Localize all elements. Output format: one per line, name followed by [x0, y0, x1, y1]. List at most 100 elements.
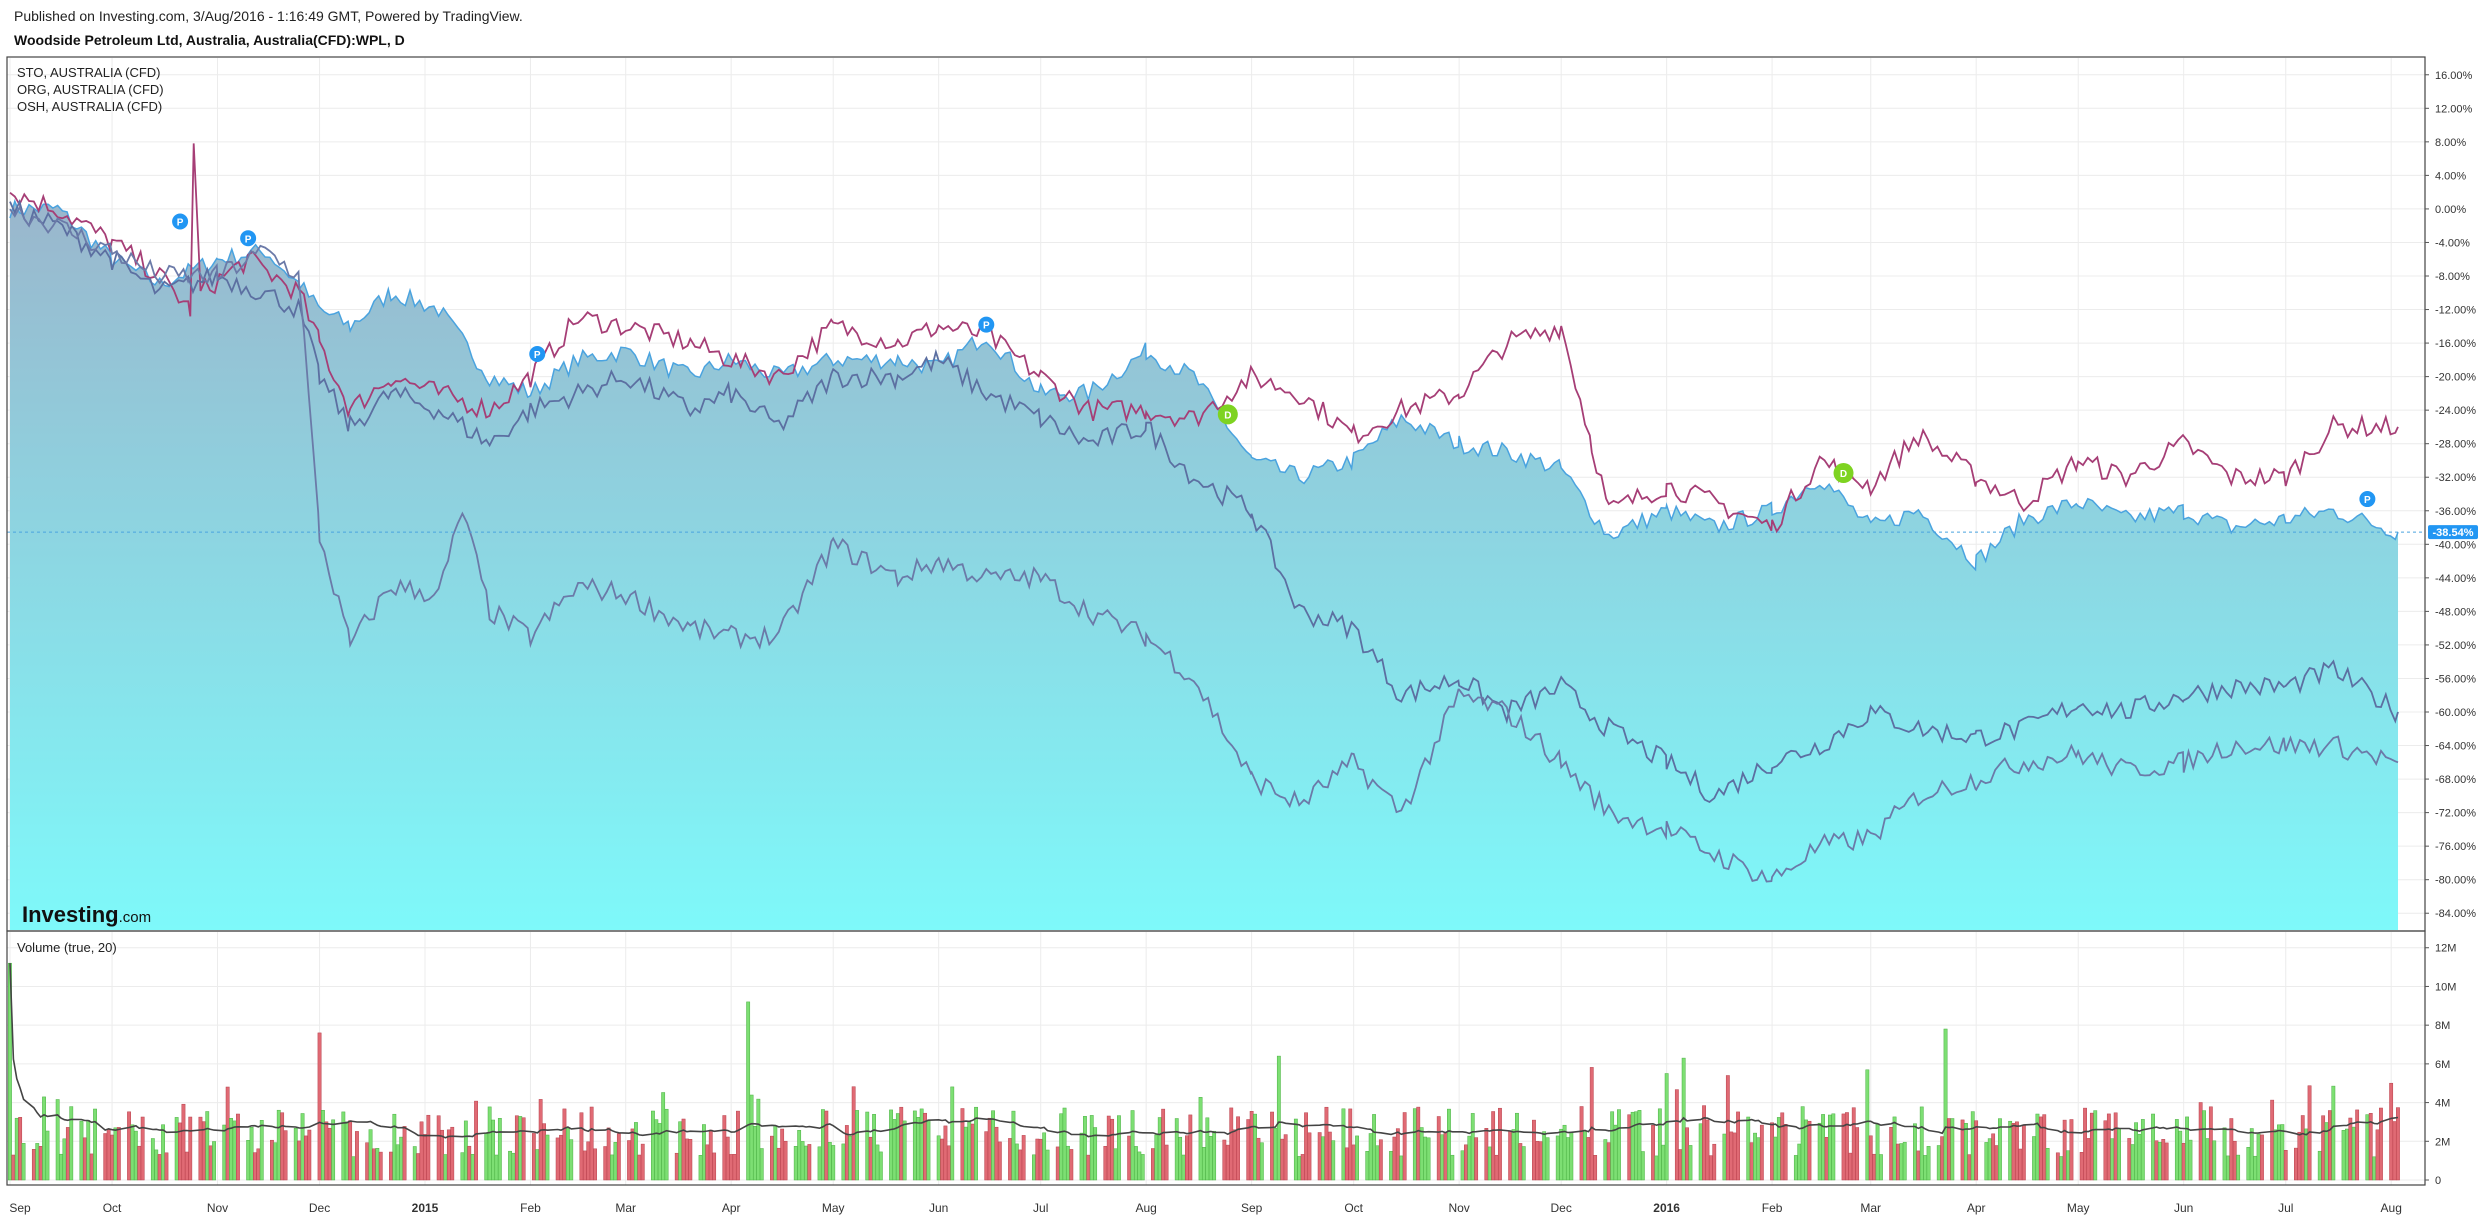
volume-bar [2260, 1135, 2263, 1180]
volume-bar [1471, 1113, 1474, 1180]
volume-bar [563, 1109, 566, 1180]
volume-bar [2209, 1107, 2212, 1180]
logo-bold: Investing [22, 902, 119, 927]
dividend-p-marker[interactable]: P [2359, 491, 2375, 507]
volume-bar [488, 1107, 491, 1180]
volume-bar [400, 1137, 403, 1180]
volume-bar [587, 1142, 590, 1180]
volume-bar [546, 1135, 549, 1180]
volume-bar [138, 1146, 141, 1180]
dividend-d-marker[interactable]: D [1834, 463, 1854, 483]
volume-bar [1583, 1132, 1586, 1180]
volume-bar [1964, 1123, 1967, 1180]
dividend-d-marker[interactable]: D [1218, 404, 1238, 424]
volume-bar [1614, 1125, 1617, 1180]
price-tick-label: -84.00% [2435, 908, 2476, 920]
volume-bar [2281, 1125, 2284, 1181]
volume-bar [1563, 1125, 1566, 1180]
volume-bar [2305, 1129, 2308, 1180]
volume-bar [842, 1144, 845, 1180]
volume-bar [451, 1127, 454, 1180]
volume-bar [444, 1155, 447, 1181]
volume-bar [1927, 1146, 1930, 1180]
volume-bar [2138, 1134, 2141, 1180]
volume-tick-label: 12M [2435, 943, 2456, 955]
time-tick-label: Aug [2381, 1201, 2402, 1215]
volume-bar [570, 1140, 573, 1180]
volume-bar [59, 1154, 62, 1180]
volume-bar [2090, 1113, 2093, 1180]
volume-bar [131, 1125, 134, 1180]
volume-bar [1699, 1124, 1702, 1180]
volume-bar [63, 1139, 66, 1180]
volume-bar [1403, 1113, 1406, 1181]
volume-bar [1046, 1150, 1049, 1180]
volume-y-axis[interactable]: 12M10M8M6M4M2M0 [2425, 943, 2456, 1187]
volume-bar [1750, 1143, 1753, 1180]
volume-bar [1522, 1147, 1525, 1181]
volume-bar [1587, 1137, 1590, 1180]
volume-bar [876, 1145, 879, 1180]
volume-bar [1937, 1146, 1940, 1181]
volume-bar [1515, 1113, 1518, 1180]
volume-bar [641, 1144, 644, 1180]
volume-bar [1560, 1129, 1563, 1180]
volume-bar [699, 1155, 702, 1180]
volume-bar [1941, 1137, 1944, 1180]
volume-bar [366, 1143, 369, 1180]
volume-bar [1417, 1107, 1420, 1180]
volume-bar [1468, 1136, 1471, 1180]
volume-bar [1366, 1151, 1369, 1180]
volume-bar [1634, 1112, 1637, 1180]
volume-bar [913, 1111, 916, 1180]
volume-bar [1376, 1146, 1379, 1180]
time-tick-label: Feb [1762, 1201, 1783, 1215]
volume-bar [1658, 1109, 1661, 1180]
volume-bar [590, 1107, 593, 1180]
volume-bar [1730, 1132, 1733, 1180]
volume-bar [1444, 1132, 1447, 1180]
volume-bar [274, 1143, 277, 1180]
volume-bar [1971, 1112, 1974, 1180]
volume-bar [250, 1127, 253, 1180]
time-tick-label: 2015 [412, 1201, 439, 1215]
volume-bar [223, 1125, 226, 1180]
volume-bar [284, 1131, 287, 1180]
volume-bar [709, 1130, 712, 1180]
volume-bar [22, 1143, 25, 1180]
volume-bar [1369, 1134, 1372, 1181]
volume-bar [655, 1120, 658, 1180]
volume-bar [1325, 1107, 1328, 1180]
marker-label: P [983, 321, 990, 332]
volume-bar [1015, 1144, 1018, 1180]
price-tick-label: -36.00% [2435, 506, 2476, 518]
dividend-p-marker[interactable]: P [978, 317, 994, 333]
volume-bar [801, 1141, 804, 1180]
volume-bar [1781, 1113, 1784, 1180]
volume-bar [301, 1114, 304, 1181]
volume-bar [689, 1139, 692, 1180]
price-tick-label: -44.00% [2435, 573, 2476, 585]
dividend-p-marker[interactable]: P [172, 214, 188, 230]
volume-bar [1852, 1108, 1855, 1180]
volume-bar [556, 1138, 559, 1180]
marker-label: P [534, 350, 541, 361]
dividend-p-marker[interactable]: P [240, 230, 256, 246]
time-x-axis[interactable]: SepOctNovDec2015FebMarAprMayJunJulAugSep… [9, 1201, 2402, 1215]
volume-bar [236, 1114, 239, 1180]
volume-bar [855, 1110, 858, 1180]
volume-bar [1253, 1114, 1256, 1180]
time-tick-label: Mar [615, 1201, 636, 1215]
volume-bar [985, 1132, 988, 1180]
volume-bar [1104, 1146, 1107, 1180]
price-tick-label: -56.00% [2435, 673, 2476, 685]
volume-bar [1134, 1146, 1137, 1180]
volume-bar [610, 1155, 613, 1180]
volume-bar [233, 1121, 236, 1180]
price-y-axis[interactable]: 16.00%12.00%8.00%4.00%0.00%-4.00%-8.00%-… [2425, 70, 2476, 920]
volume-bar [1988, 1139, 1991, 1180]
dividend-p-marker[interactable]: P [529, 346, 545, 362]
volume-bar [1985, 1142, 1988, 1180]
volume-bar [1427, 1138, 1430, 1180]
